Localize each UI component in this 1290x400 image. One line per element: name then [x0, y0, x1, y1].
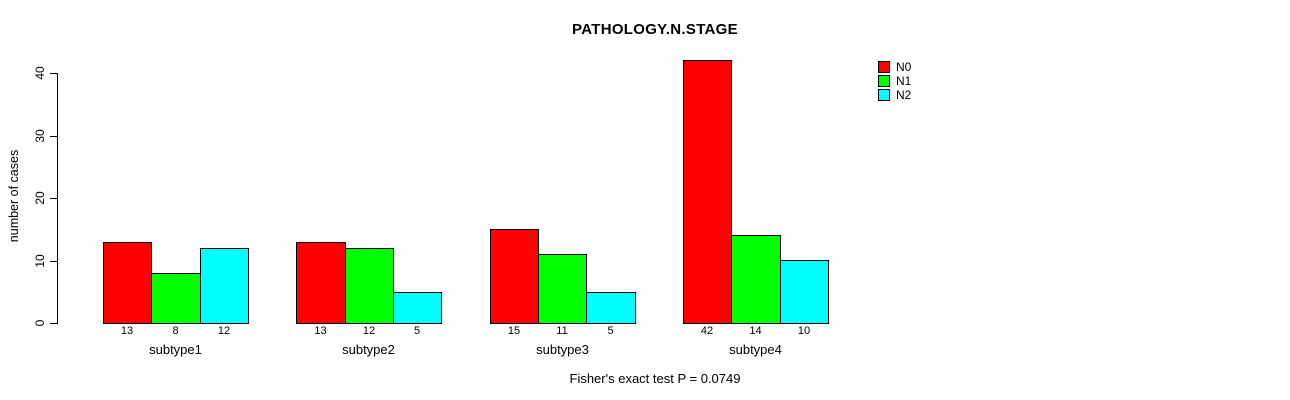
- x-category-label: subtype1: [149, 342, 202, 357]
- chart-title: PATHOLOGY.N.STAGE: [572, 21, 738, 38]
- legend-label: N1: [896, 74, 912, 88]
- bar-subtype4-N1: [731, 235, 781, 324]
- bar-value-label: 5: [607, 325, 614, 337]
- legend-row-N2: N2: [878, 88, 911, 102]
- bar-subtype2-N2: [393, 292, 442, 324]
- legend-label: N0: [896, 60, 912, 74]
- bar-value-label: 13: [314, 325, 327, 337]
- x-category-label: subtype4: [729, 342, 782, 357]
- bar-value-label: 11: [556, 325, 568, 337]
- bar-value-label: 13: [120, 325, 134, 337]
- legend-row-N0: N0: [878, 60, 911, 74]
- legend: N0 N1 N2: [878, 60, 911, 102]
- x-category-label: subtype3: [536, 342, 589, 357]
- bar-value-label: 42: [700, 325, 714, 337]
- legend-swatch-N0: [878, 61, 890, 73]
- legend-label: N2: [896, 88, 912, 102]
- y-tick-label: 10: [33, 253, 47, 268]
- bar-value-label: 12: [362, 325, 376, 337]
- y-tick-mark: [50, 323, 57, 324]
- bar-subtype3-N0: [490, 229, 539, 324]
- y-tick-label: 20: [33, 191, 47, 205]
- bar-subtype3-N2: [586, 292, 636, 324]
- y-tick-mark: [50, 73, 57, 74]
- legend-swatch-N2: [878, 89, 890, 101]
- bar-subtype1-N1: [151, 273, 201, 324]
- y-tick-mark: [50, 261, 57, 262]
- bar-subtype1-N2: [200, 248, 249, 324]
- bar-value-label: 14: [749, 325, 762, 337]
- legend-swatch-N1: [878, 75, 890, 87]
- legend-row-N1: N1: [878, 74, 911, 88]
- y-tick-label: 40: [33, 66, 47, 80]
- footer-annotation: Fisher's exact test P = 0.0749: [569, 371, 741, 386]
- bar-subtype2-N1: [345, 248, 394, 324]
- x-category-label: subtype2: [342, 342, 395, 357]
- bar-subtype2-N0: [296, 242, 346, 324]
- bar-subtype1-N0: [103, 242, 152, 324]
- bar-value-label: 10: [797, 325, 811, 337]
- bar-subtype4-N2: [780, 260, 829, 324]
- y-axis-line: [57, 73, 58, 324]
- bar-value-label: 15: [507, 325, 521, 337]
- y-tick-label: 30: [33, 128, 47, 143]
- y-tick-label: 0: [33, 319, 47, 327]
- bar-subtype3-N1: [538, 254, 587, 324]
- y-tick-mark: [50, 198, 57, 199]
- bar-value-label: 12: [217, 325, 231, 337]
- y-tick-mark: [50, 136, 57, 137]
- bar-value-label: 5: [413, 325, 421, 337]
- bar-value-label: 8: [172, 325, 179, 337]
- bar-subtype4-N0: [683, 60, 732, 324]
